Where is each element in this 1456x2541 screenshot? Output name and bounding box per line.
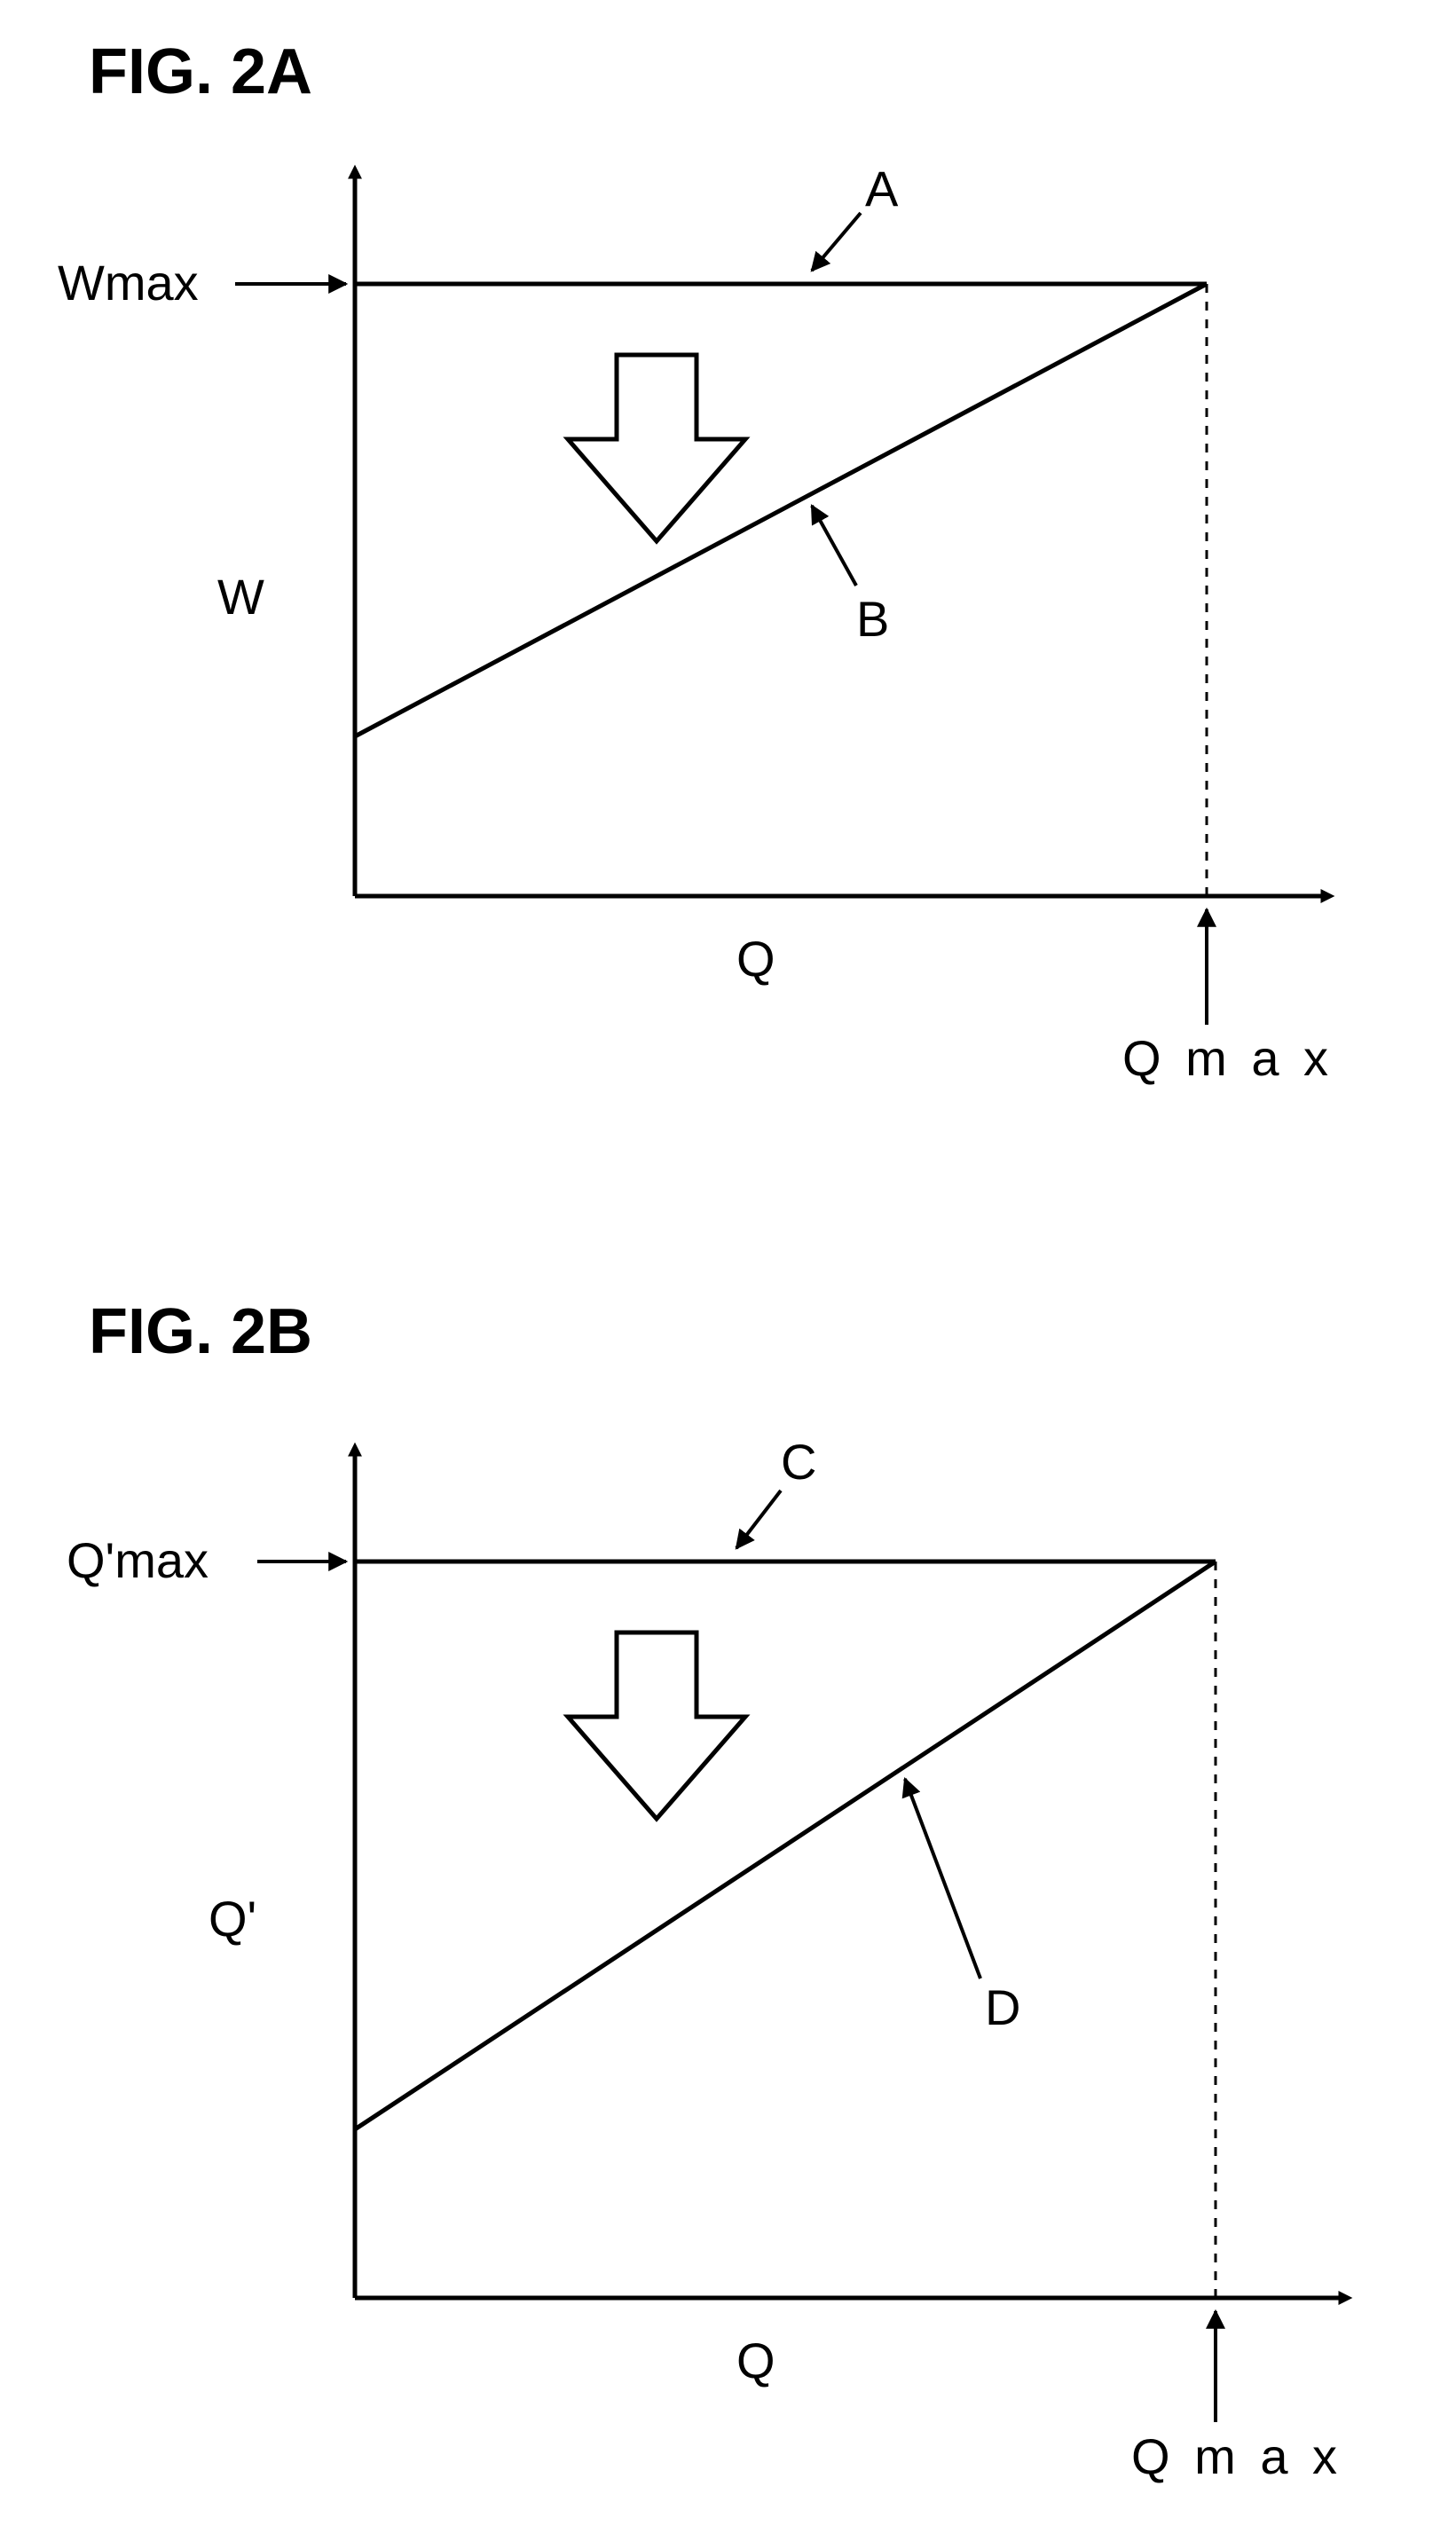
- fig-2b-heading: FIG. 2B: [89, 1295, 312, 1368]
- fig-2a-y-axis-label: W: [217, 568, 264, 625]
- fig-2a-a-label: A: [865, 160, 898, 217]
- fig-2b-qpmax-label: Q'max: [67, 1531, 209, 1589]
- fig-2b-c-label: C: [781, 1433, 816, 1491]
- fig-2b-x-axis-label: Q: [736, 2332, 775, 2389]
- fig-2b-qmax-label: Q m a x: [1131, 2427, 1342, 2485]
- fig-2a-pointer-a: [812, 213, 861, 271]
- fig-2a-line-b: [355, 284, 1207, 736]
- fig-2b-y-axis-label: Q': [209, 1890, 256, 1947]
- fig-2a-heading: FIG. 2A: [89, 35, 312, 108]
- fig-2a-x-axis-label: Q: [736, 930, 775, 987]
- fig-2b-plot: [257, 1455, 1340, 2422]
- fig-2b-pointer-d: [905, 1779, 980, 1979]
- fig-2b-pointer-c: [736, 1491, 781, 1548]
- fig-2a-qmax-label: Q m a x: [1122, 1029, 1334, 1087]
- fig-2a-wmax-label: Wmax: [58, 254, 199, 311]
- page-canvas: FIG. 2A FIG. 2B: [0, 0, 1456, 2541]
- fig-2b-d-label: D: [985, 1979, 1020, 2036]
- fig-2a-plot: [235, 177, 1322, 1025]
- fig-2a-pointer-b: [812, 506, 856, 586]
- fig-2b-big-arrow-icon: [568, 1632, 745, 1819]
- fig-2b-line-d: [355, 1562, 1216, 2129]
- fig-2a-big-arrow-icon: [568, 355, 745, 541]
- fig-2a-b-label: B: [856, 590, 889, 648]
- diagram-svg: [0, 0, 1456, 2541]
